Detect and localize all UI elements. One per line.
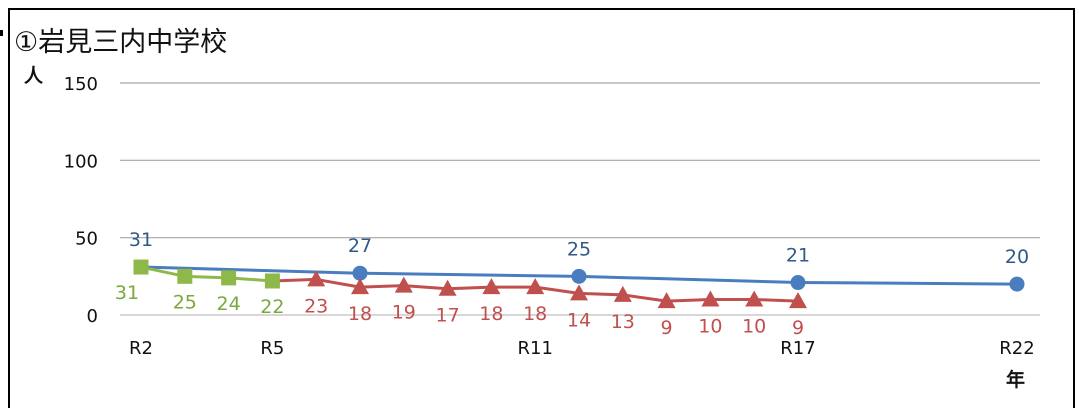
y-tick-label: 150 bbox=[64, 74, 98, 95]
data-label: 10 bbox=[698, 316, 722, 338]
data-label: 17 bbox=[436, 305, 460, 327]
data-labels: 31 27 25 21 20 31 25 24 22 23 18 19 17 18 18 14 13 9 10 10 9 bbox=[115, 229, 1029, 339]
data-point-square bbox=[177, 268, 193, 284]
data-point-circle bbox=[1009, 276, 1025, 292]
data-point-square bbox=[221, 270, 237, 286]
frame-edge-mark bbox=[0, 30, 3, 36]
data-point-triangle bbox=[657, 292, 676, 309]
data-point-triangle bbox=[438, 279, 457, 296]
y-tick-label: 50 bbox=[75, 229, 98, 250]
data-label: 24 bbox=[217, 293, 241, 315]
chart-frame bbox=[8, 8, 1075, 408]
data-label: 22 bbox=[260, 296, 284, 318]
series-markers bbox=[133, 259, 1025, 309]
data-label: 23 bbox=[304, 295, 328, 317]
data-point-triangle bbox=[351, 278, 369, 295]
data-point-triangle bbox=[745, 290, 764, 307]
y-tick-label: 100 bbox=[64, 151, 98, 172]
data-point-square bbox=[133, 259, 149, 275]
x-axis-label: 年 bbox=[1006, 368, 1025, 391]
x-tick-label: R5 bbox=[260, 338, 284, 359]
data-label: 25 bbox=[567, 238, 591, 260]
data-point-triangle bbox=[701, 290, 720, 307]
series-line-square bbox=[140, 265, 273, 283]
data-label: 18 bbox=[523, 303, 547, 325]
y-tick-label: 0 bbox=[87, 306, 98, 327]
data-label: 25 bbox=[173, 291, 197, 313]
data-label: 27 bbox=[348, 235, 372, 257]
data-label: 13 bbox=[611, 311, 635, 333]
data-point-triangle bbox=[482, 278, 501, 295]
data-label: 31 bbox=[115, 282, 139, 304]
data-point-triangle bbox=[570, 284, 588, 301]
data-label: 18 bbox=[479, 303, 503, 325]
data-point-circle bbox=[352, 265, 368, 281]
data-point-triangle bbox=[526, 278, 545, 295]
data-label: 18 bbox=[348, 303, 372, 325]
data-point-triangle bbox=[394, 276, 413, 293]
data-label: 19 bbox=[392, 302, 416, 324]
data-point-triangle bbox=[307, 270, 326, 287]
y-axis-label: 人 bbox=[24, 65, 44, 87]
data-label: 31 bbox=[129, 229, 153, 251]
line-chart: 0 50 100 150 R2 R5 R11 R17 R22 31 27 25 21 20 31 25 24… bbox=[24, 65, 1040, 391]
data-label: 20 bbox=[1005, 246, 1029, 268]
data-point-square bbox=[264, 273, 280, 289]
data-label: 9 bbox=[661, 317, 673, 339]
data-label: 9 bbox=[792, 317, 804, 339]
chart-title: ①岩見三内中学校 bbox=[14, 27, 228, 58]
grid-lines bbox=[120, 82, 1040, 316]
data-label: 10 bbox=[742, 316, 766, 338]
x-tick-label: R17 bbox=[780, 338, 815, 359]
data-point-triangle bbox=[789, 292, 807, 309]
y-axis-ticks: 0 50 100 150 bbox=[64, 74, 98, 327]
x-tick-label: R22 bbox=[999, 338, 1034, 359]
data-point-circle bbox=[790, 275, 806, 291]
x-tick-label: R11 bbox=[517, 338, 552, 359]
x-tick-label: R2 bbox=[129, 338, 153, 359]
data-point-circle bbox=[571, 268, 587, 284]
data-label: 14 bbox=[567, 309, 591, 331]
x-axis-ticks: R2 R5 R11 R17 R22 bbox=[129, 338, 1035, 359]
data-point-triangle bbox=[613, 285, 632, 302]
data-label: 21 bbox=[786, 245, 810, 267]
